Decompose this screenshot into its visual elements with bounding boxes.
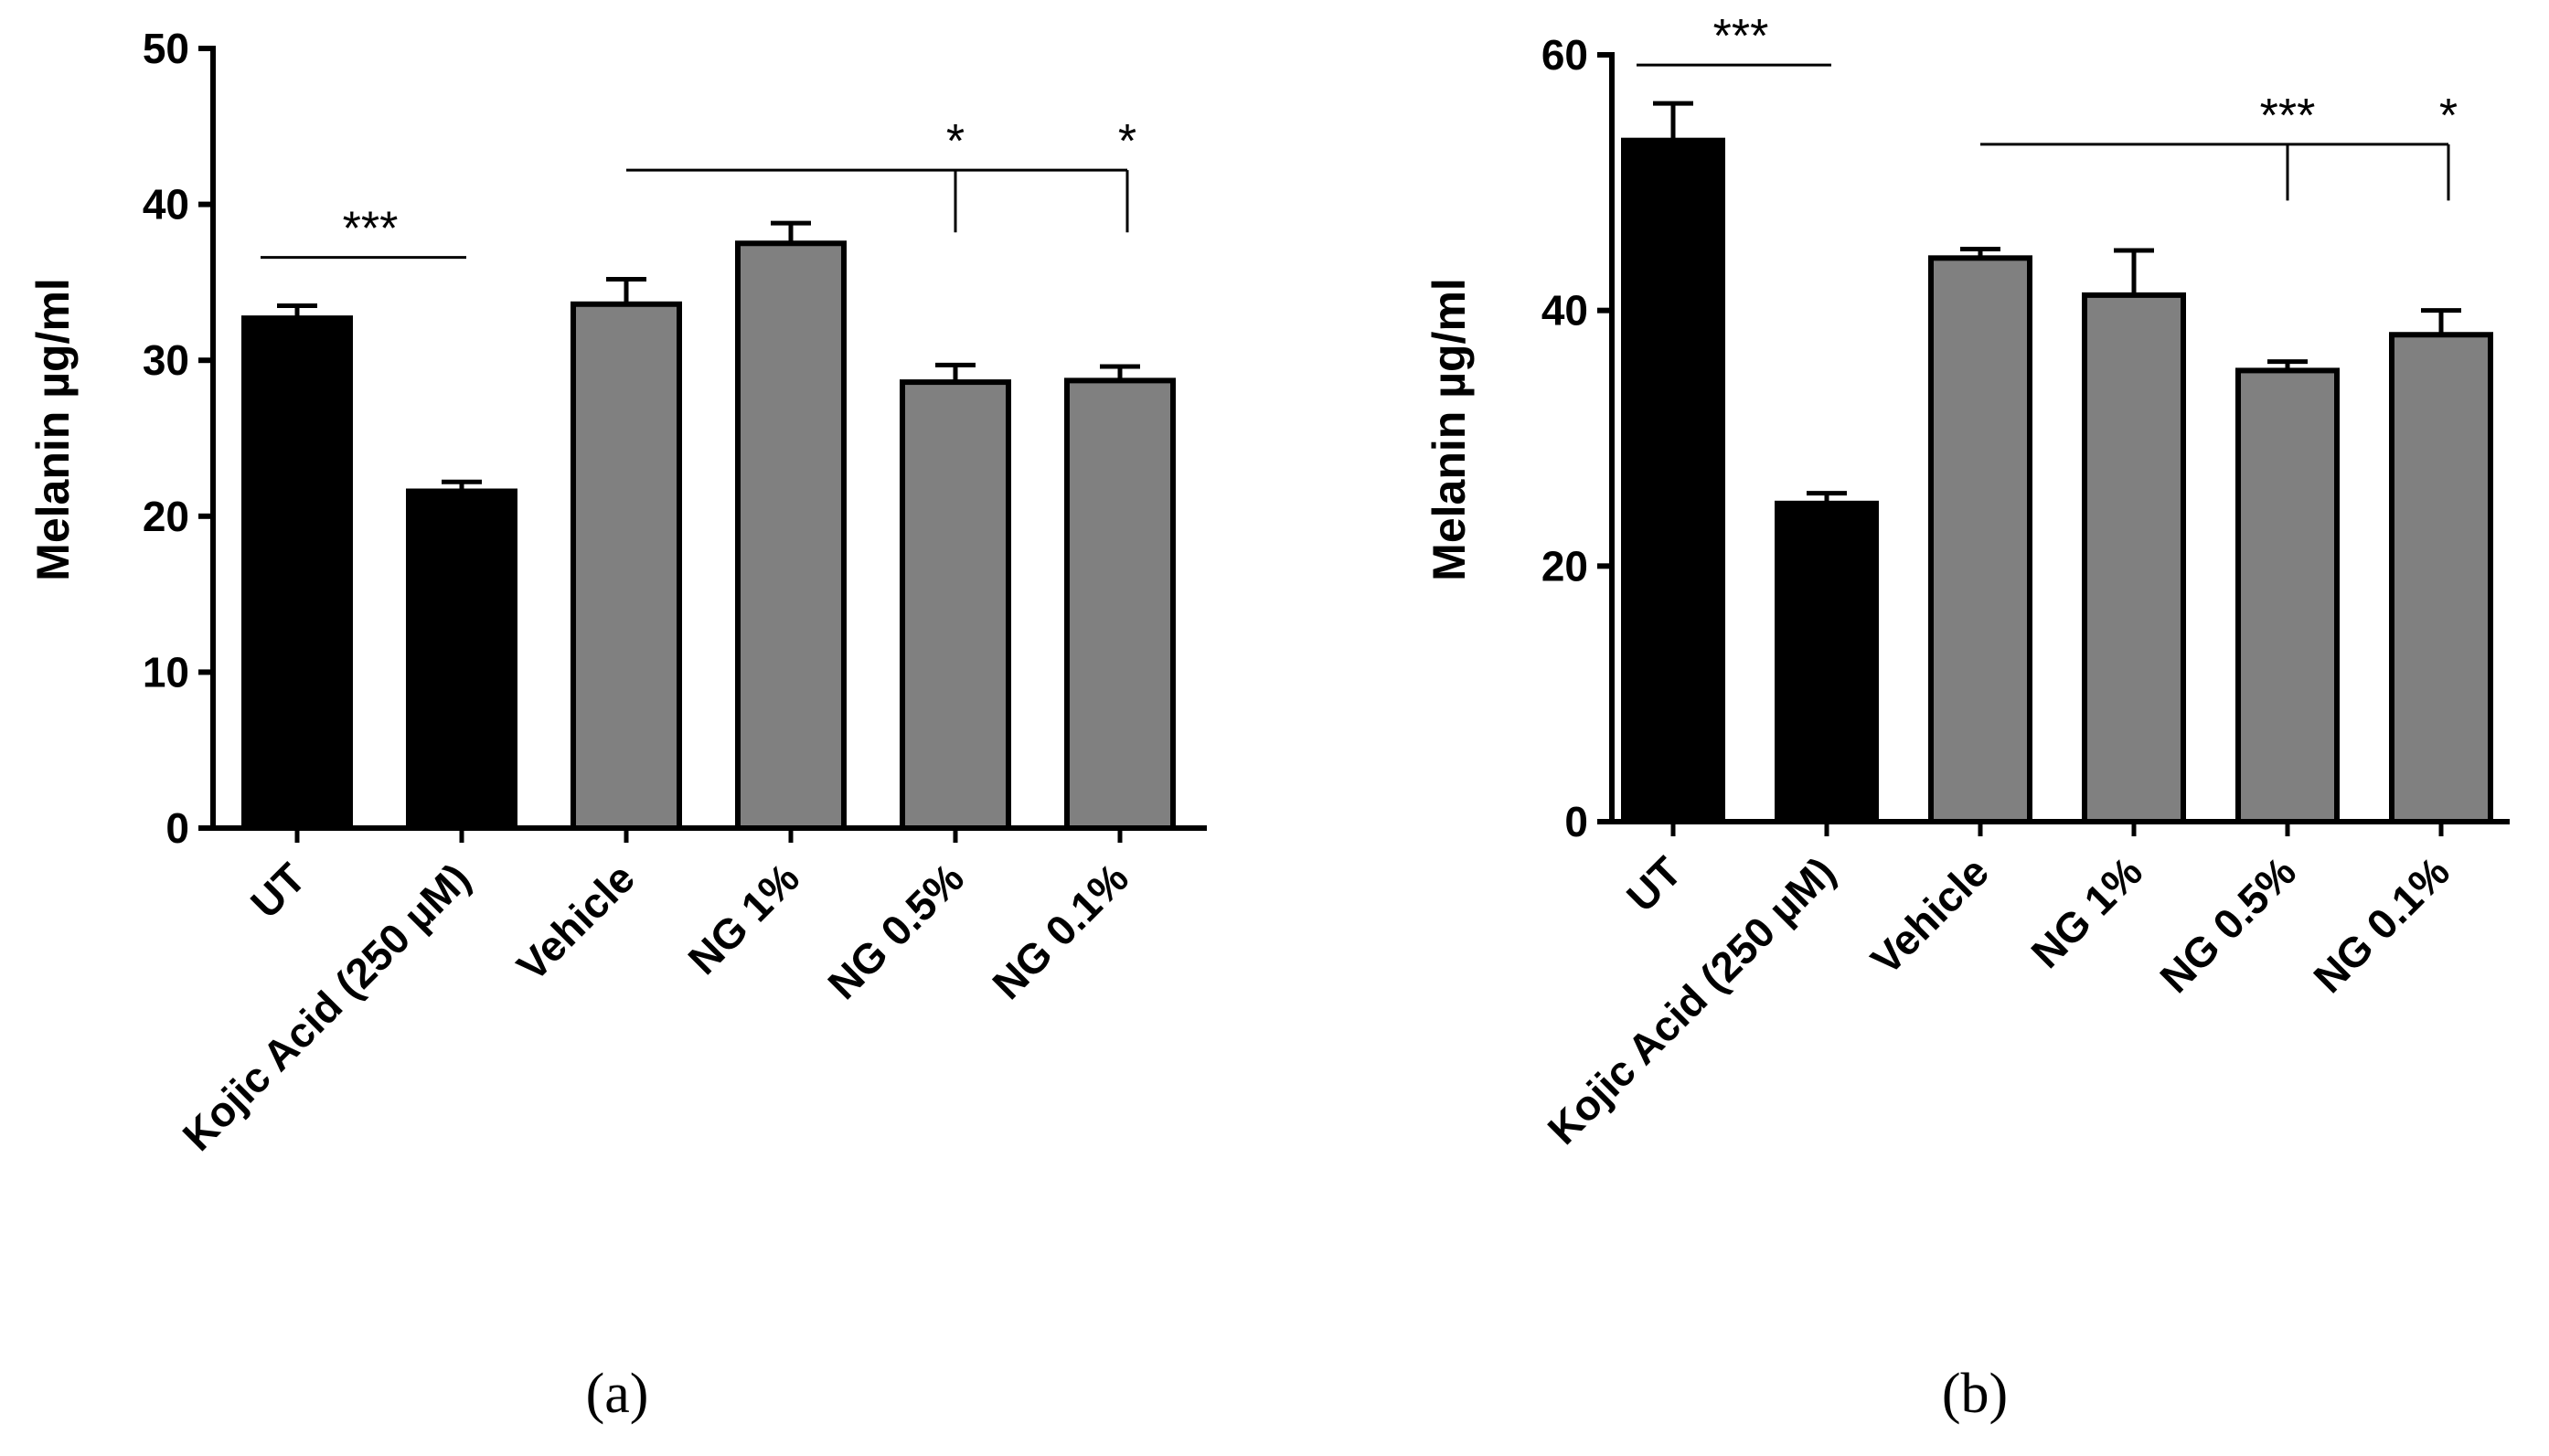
y-tick-label: 40: [1541, 287, 1588, 335]
y-tick-label: 20: [143, 493, 189, 540]
bar: [571, 301, 682, 831]
bar: [2082, 292, 2186, 824]
category-label: Kojic Acid (250 µM): [174, 854, 479, 1159]
significance-label: ***: [343, 203, 399, 256]
y-tick-label: 60: [1541, 31, 1588, 79]
category-label: NG 1%: [678, 854, 808, 983]
significance-label: *: [946, 115, 965, 168]
panel-label: (a): [586, 1363, 649, 1425]
category-label: NG 1%: [2021, 847, 2151, 977]
bar: [1928, 255, 2032, 824]
significance-label: *: [1118, 115, 1136, 168]
category-label: Kojic Acid (250 µM): [1539, 847, 1844, 1153]
significance-label: ***: [1713, 10, 1769, 63]
category-label: NG 0.5%: [2150, 847, 2305, 1002]
y-tick-label: 0: [165, 804, 189, 852]
bar: [2235, 367, 2340, 824]
bar: [900, 379, 1011, 831]
category-label: UT: [241, 854, 315, 927]
y-tick-label: 10: [143, 648, 189, 696]
panel-label: (b): [1942, 1363, 2008, 1425]
bar: [2389, 332, 2493, 824]
category-label: NG 0.1%: [983, 854, 1137, 1008]
y-tick-label: 30: [143, 336, 189, 384]
bar: [735, 240, 847, 831]
category-label: Vehicle: [1861, 847, 1998, 983]
bar: [1775, 500, 1879, 824]
category-label: Vehicle: [507, 854, 644, 990]
bar: [241, 315, 353, 831]
bar: [1621, 137, 1725, 824]
y-tick-label: 40: [143, 181, 189, 228]
y-axis-title: Melanin µg/ml: [27, 278, 79, 581]
y-tick-label: 0: [1564, 798, 1588, 845]
y-tick-label: 50: [143, 25, 189, 72]
y-axis-title: Melanin µg/ml: [1424, 278, 1475, 581]
bar: [1064, 377, 1176, 831]
y-tick-label: 20: [1541, 542, 1588, 590]
category-label: UT: [1617, 847, 1690, 920]
significance-label: ***: [2260, 90, 2316, 143]
category-label: NG 0.5%: [818, 854, 973, 1008]
bar: [406, 488, 517, 832]
category-label: NG 0.1%: [2304, 847, 2458, 1002]
significance-label: *: [2439, 90, 2458, 143]
